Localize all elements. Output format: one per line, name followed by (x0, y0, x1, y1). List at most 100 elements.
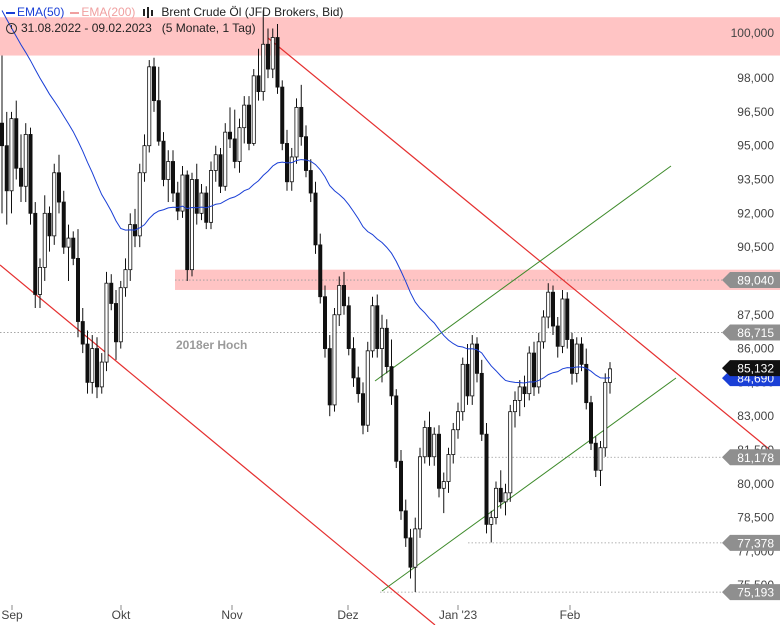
candle (398, 449, 403, 520)
candle-body (18, 167, 23, 187)
price-tag-level: 75,193 (722, 584, 780, 601)
channel-upper-green (374, 165, 672, 382)
candle (546, 283, 551, 329)
candle (346, 296, 351, 356)
candle-body (161, 140, 166, 180)
candle (76, 229, 81, 338)
candle (541, 310, 546, 349)
price-tick-label: 98,000 (737, 71, 774, 85)
time-tick-label: Jan '23 (439, 608, 478, 622)
candle-body (570, 339, 575, 374)
candle-body (194, 179, 199, 214)
candle (413, 517, 418, 592)
price-tag-box (722, 360, 780, 377)
candle-body (137, 172, 142, 237)
candle (95, 337, 100, 399)
candle (460, 357, 465, 421)
candle (513, 391, 518, 428)
candle-body (38, 267, 43, 295)
candle (503, 483, 508, 516)
candle-body (275, 37, 280, 88)
candle-body (104, 282, 109, 363)
candle (322, 285, 327, 358)
candle-body (546, 291, 551, 318)
candle (394, 389, 399, 469)
candle (199, 184, 204, 221)
candle-body (318, 244, 323, 298)
price-tag-label: 85,132 (737, 362, 774, 376)
candle (104, 271, 109, 372)
candle-body (541, 316, 546, 343)
candle (441, 472, 446, 514)
candle-body (479, 372, 484, 435)
legend-ema200[interactable]: EMA(200) (70, 5, 135, 19)
candle (218, 147, 223, 194)
candle (118, 280, 123, 349)
candle-body (14, 118, 19, 169)
price-tag-box (722, 584, 780, 601)
candle (551, 285, 556, 336)
candle (370, 296, 375, 358)
candlestick-icon (143, 6, 154, 18)
candle-body (156, 100, 161, 142)
candle-body (593, 442, 598, 471)
candle (451, 422, 456, 464)
candle-body (109, 282, 114, 304)
candle (408, 528, 413, 579)
candle-body (522, 386, 527, 395)
price-tick-label: 87,500 (737, 308, 774, 322)
price-tag-last: 85,132 (722, 360, 780, 377)
price-tick-label: 92,000 (737, 206, 774, 220)
candle (47, 206, 52, 252)
candle (85, 330, 90, 394)
candle (14, 100, 19, 180)
candle (508, 404, 513, 502)
candle-body (446, 454, 451, 482)
candle-body (484, 433, 489, 525)
price-tag-label: 81,178 (737, 451, 774, 465)
candle-body (80, 321, 85, 345)
legend-ema50[interactable]: EMA(50) (6, 5, 64, 19)
candle (498, 470, 503, 509)
candle-body (66, 237, 71, 248)
candle (308, 159, 313, 203)
candle (341, 271, 346, 315)
candle-body (76, 258, 81, 322)
period-range: (5 Monate, 1 Tag) (161, 21, 256, 35)
candle (123, 258, 128, 297)
candle (213, 145, 218, 182)
price-tag-box (722, 534, 780, 551)
candle-body (384, 327, 389, 367)
candle-body (23, 134, 28, 187)
candle-body (147, 66, 152, 147)
candle (142, 134, 147, 182)
candle-body (114, 303, 119, 343)
candle (584, 348, 589, 410)
candle-body (394, 395, 399, 462)
time-axis[interactable]: Sep Okt Nov Dez Jan '23 Feb (1, 605, 581, 622)
candle-body (251, 75, 256, 144)
candle (52, 163, 57, 245)
time-tick-label: Sep (1, 608, 23, 622)
candle (579, 337, 584, 372)
price-tag-box (722, 449, 780, 466)
candle (237, 118, 242, 173)
price-tag-level: 86,715 (722, 324, 780, 341)
price-tag-level: 77,378 (722, 534, 780, 551)
candle (593, 436, 598, 478)
candle-body (341, 285, 346, 307)
candle (417, 447, 422, 538)
candle (299, 84, 304, 146)
candle-body (527, 352, 532, 395)
price-axis[interactable]: 75,50077,00078,50080,00081,50083,00084,5… (722, 26, 780, 601)
candle (9, 111, 14, 214)
price-tag-label: 75,193 (737, 586, 774, 600)
candle (522, 375, 527, 408)
ema50-swatch-icon (6, 11, 15, 14)
price-tag-label: 89,040 (737, 274, 774, 288)
candle (365, 341, 370, 432)
candle (493, 481, 498, 525)
trend-channel-lines (0, 37, 780, 625)
candle-body (360, 393, 365, 426)
